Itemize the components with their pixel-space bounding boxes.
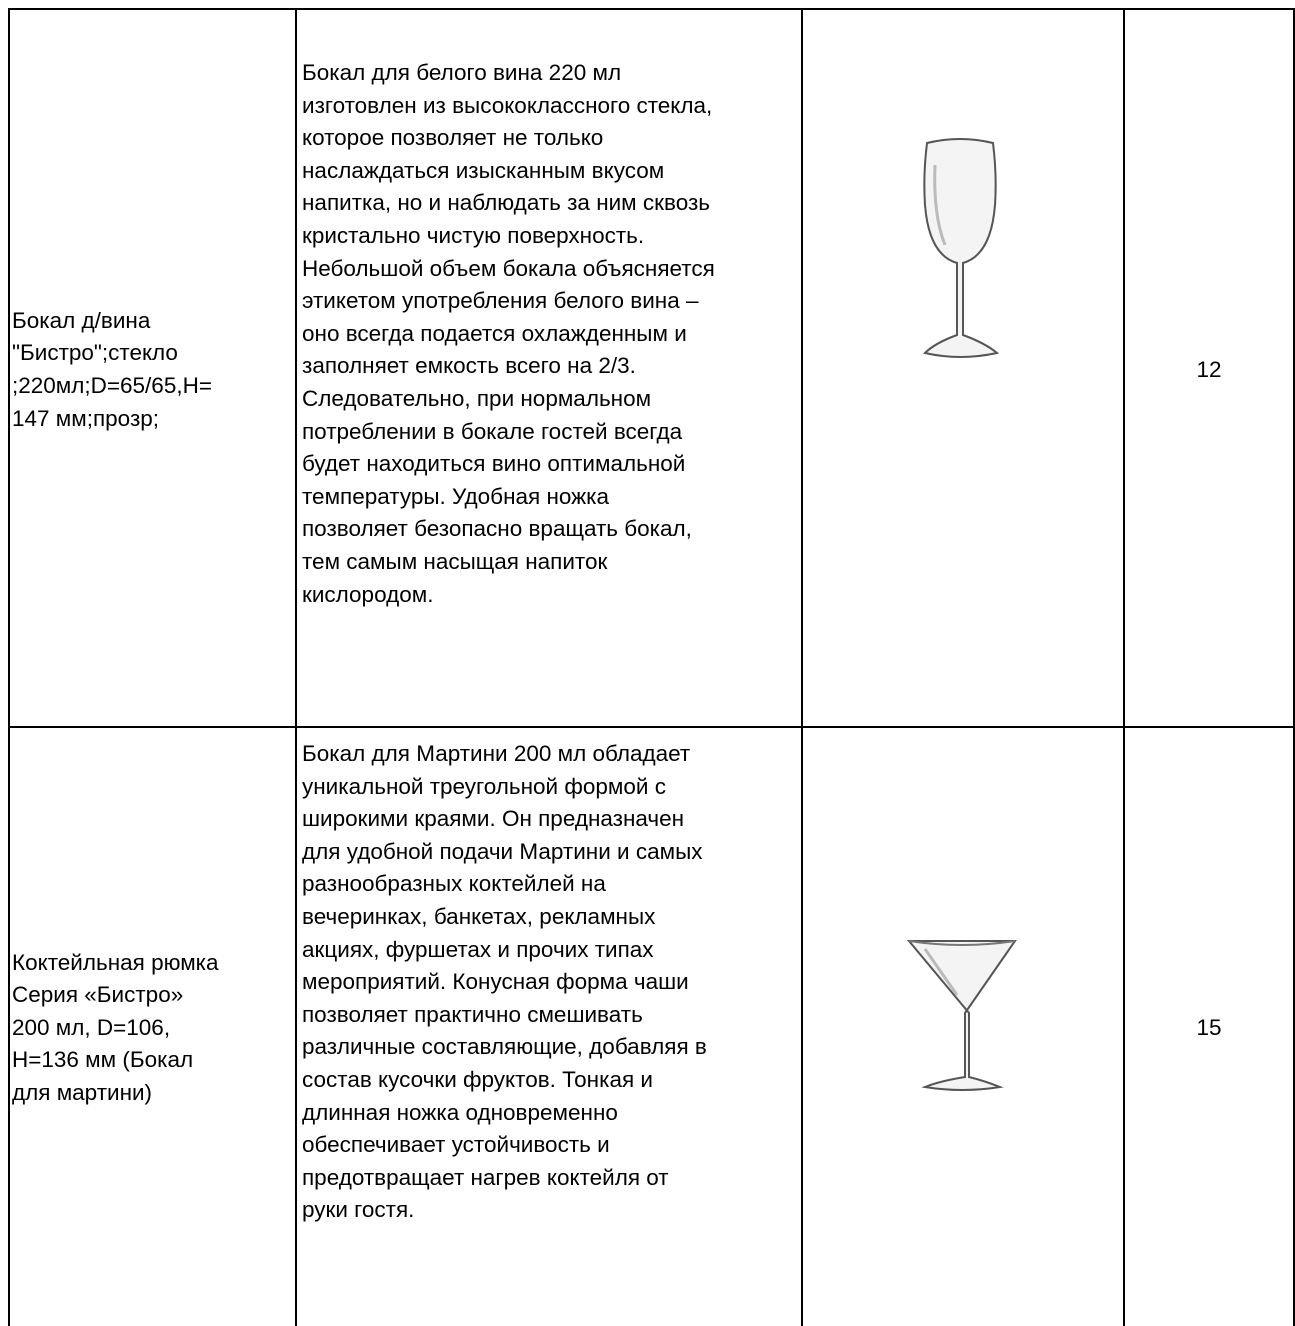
product-name-line: H=136 мм (Бокал xyxy=(12,1044,193,1076)
border xyxy=(295,8,297,1326)
table-page: Бокал д/вина"Бистро";стекло;220мл;D=65/6… xyxy=(0,0,1295,1326)
border xyxy=(1123,8,1125,1326)
description-line: кристально чистую поверхность. xyxy=(302,220,644,252)
description-line: тем самым насыщая напиток xyxy=(302,546,607,578)
description-line: которое позволяет не только xyxy=(302,122,603,154)
description-line: различные составляющие, добавляя в xyxy=(302,1031,707,1063)
description-line: разнообразных коктейлей на xyxy=(302,868,606,900)
description-line: будет находиться вино оптимальной xyxy=(302,448,685,480)
description-line: температуры. Удобная ножка xyxy=(302,481,609,513)
description-line: для удобной подачи Мартини и самых xyxy=(302,836,703,868)
description-line: напитка, но и наблюдать за ним сквозь xyxy=(302,187,710,219)
description-line: Бокал для белого вина 220 мл xyxy=(302,57,621,89)
border xyxy=(8,726,1295,728)
product-name-line: "Бистро";стекло xyxy=(12,337,178,369)
wine-glass-image xyxy=(915,135,1005,365)
description-line: мероприятий. Конусная форма чаши xyxy=(302,966,689,998)
description-line: предотвращает нагрев коктейля от xyxy=(302,1162,669,1194)
product-name-line: 147 мм;прозр; xyxy=(12,403,159,435)
description-line: Бокал для Мартини 200 мл обладает xyxy=(302,738,690,770)
description-line: уникальной треугольной формой с xyxy=(302,771,666,803)
description-line: руки гостя. xyxy=(302,1194,414,1226)
description-line: оно всегда подается охлажденным и xyxy=(302,318,687,350)
description-line: наслаждаться изысканным вкусом xyxy=(302,155,664,187)
description-line: потреблении в бокале гостей всегда xyxy=(302,416,682,448)
martini-glass-image xyxy=(905,935,1020,1095)
product-name-line: 200 мл, D=106, xyxy=(12,1012,170,1044)
quantity: 12 xyxy=(1124,354,1294,386)
product-name-line: Коктейльная рюмка xyxy=(12,947,219,979)
border xyxy=(8,8,1295,10)
description-line: Небольшой объем бокала объясняется xyxy=(302,253,715,285)
description-line: состав кусочки фруктов. Тонкая и xyxy=(302,1064,653,1096)
product-name-line: Бокал д/вина xyxy=(12,305,150,337)
description-line: вечеринках, банкетах, рекламных xyxy=(302,901,655,933)
description-line: изготовлен из высококлассного стекла, xyxy=(302,90,712,122)
description-line: заполняет емкость всего на 2/3. xyxy=(302,350,636,382)
description-line: акциях, фуршетах и прочих типах xyxy=(302,934,654,966)
description-line: широкими краями. Он предназначен xyxy=(302,803,684,835)
description-line: позволяет практично смешивать xyxy=(302,999,643,1031)
product-name-line: ;220мл;D=65/65,H= xyxy=(12,370,212,402)
border xyxy=(801,8,803,1326)
product-name-line: для мартини) xyxy=(12,1077,152,1109)
description-line: этикетом употребления белого вина – xyxy=(302,285,699,317)
description-line: длинная ножка одновременно xyxy=(302,1097,618,1129)
description-line: кислородом. xyxy=(302,579,433,611)
quantity: 15 xyxy=(1124,1012,1294,1044)
description-line: Следовательно, при нормальном xyxy=(302,383,651,415)
product-name-line: Серия «Бистро» xyxy=(12,979,183,1011)
description-line: позволяет безопасно вращать бокал, xyxy=(302,513,692,545)
border xyxy=(8,8,10,1326)
description-line: обеспечивает устойчивость и xyxy=(302,1129,610,1161)
